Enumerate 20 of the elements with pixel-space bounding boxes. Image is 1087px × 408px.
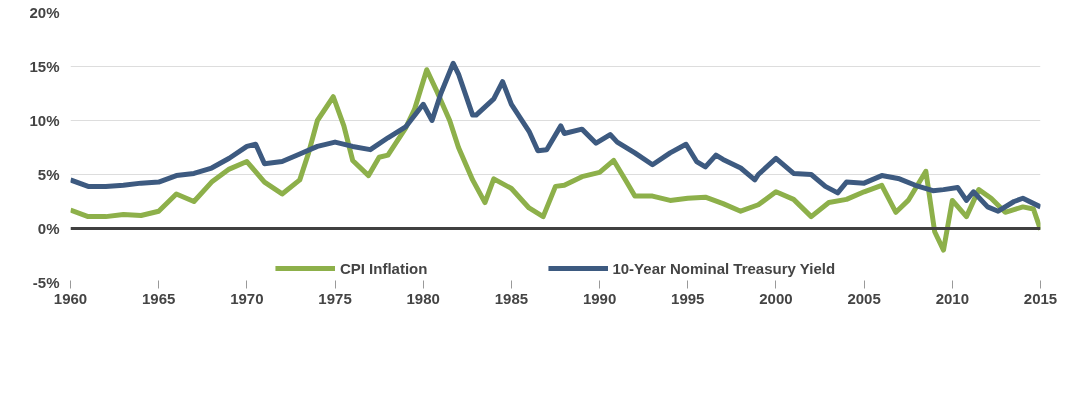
x-tick-label: 2010 xyxy=(935,289,970,307)
legend-label: 10-Year Nominal Treasury Yield xyxy=(612,259,836,277)
legend-label: CPI Inflation xyxy=(339,259,428,277)
y-tick-label: 0% xyxy=(37,220,60,237)
x-tick-label: 1990 xyxy=(582,289,617,307)
x-tick-label: 1980 xyxy=(406,289,440,307)
x-tick-label: 1960 xyxy=(53,289,88,307)
x-tick-label: 1970 xyxy=(230,289,264,307)
x-tick-label: 2005 xyxy=(847,289,881,307)
x-tick-label: 1985 xyxy=(494,289,529,307)
x-tick-label: 1995 xyxy=(671,289,705,307)
y-tick-label: 5% xyxy=(37,166,60,183)
y-tick-label: 10% xyxy=(29,112,60,129)
y-tick-label: 20% xyxy=(29,4,60,21)
y-tick-label: 15% xyxy=(29,58,60,75)
x-tick-label: 1965 xyxy=(142,289,176,307)
x-tick-label: 1975 xyxy=(318,289,352,307)
y-tick-label: -5% xyxy=(32,274,60,291)
x-tick-label: 2015 xyxy=(1023,289,1058,307)
x-tick-label: 2000 xyxy=(759,289,793,307)
